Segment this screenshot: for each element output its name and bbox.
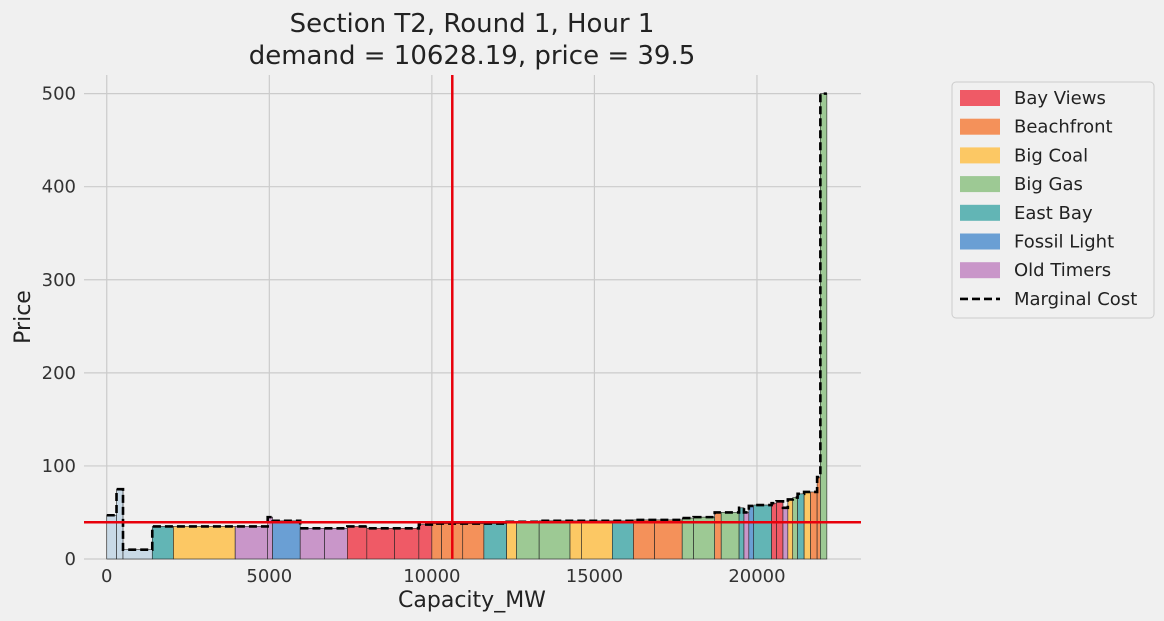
supply-bar [324,527,348,560]
legend-label: Big Coal [1014,145,1088,166]
legend-label: Fossil Light [1014,232,1114,253]
supply-bar [483,523,507,560]
supply-bar [366,527,395,560]
supply-bar [299,527,325,560]
supply-bar [654,519,683,560]
y-tick-label: 100 [42,456,76,477]
y-tick-label: 500 [42,84,76,105]
y-tick-label: 200 [42,363,76,384]
supply-bar [748,505,755,560]
supply-bar [714,512,722,560]
supply-bar [753,504,772,560]
supply-bar [173,526,236,560]
y-tick-label: 300 [42,270,76,291]
x-tick-label: 20000 [728,566,785,587]
supply-bar [418,524,433,560]
supply-bars [106,93,828,560]
legend-box [951,81,1155,319]
supply-bar [581,520,613,560]
supply-bar [569,520,582,560]
supply-bar [720,512,740,560]
legend-swatch [960,147,1000,164]
legend-label: Big Gas [1014,174,1083,195]
legend: Bay Views Beachfront Big Coal Big Gas East B… [951,81,1155,319]
supply-bar [347,526,368,560]
supply-bar [810,491,818,560]
legend-label: East Bay [1014,203,1093,224]
legend-swatch [960,90,1000,106]
supply-bar [394,527,420,560]
legend-label: Bay Views [1014,88,1106,109]
x-tick-label: 15000 [566,566,623,587]
supply-bar [516,521,540,560]
chart-title-line2: demand = 10628.19, price = 39.5 [249,41,696,71]
supply-bar [431,523,442,560]
supply-bar [151,526,174,560]
supply-bar [681,517,694,560]
supply-bar [462,523,485,560]
x-tick-label: 0 [101,566,112,587]
x-tick-label: 10000 [403,566,460,587]
legend-swatch [960,204,1000,221]
legend-label: Beachfront [1014,117,1113,138]
supply-bar [506,521,517,560]
supply-bar [272,520,301,560]
marginal-cost-path [106,92,827,551]
supply-bar [771,502,777,560]
supply-bar [122,549,153,560]
legend-swatch [960,233,1000,250]
supply-bar [776,500,784,560]
y-tick-label: 400 [42,177,76,198]
supply-bar [792,497,798,560]
supply-bar [611,520,634,560]
supply-bar [797,493,805,560]
supply-bar [782,507,789,560]
supply-bar [738,507,745,560]
legend-swatch [960,262,1000,279]
supply-bar [803,491,811,560]
supply-bar [743,512,750,560]
y-axis-label: Price [11,290,36,344]
legend-label: Old Timers [1014,260,1111,281]
y-tick-label: 0 [65,549,76,570]
legend-swatch [960,176,1000,193]
x-tick-label: 5000 [246,566,292,587]
reference-lines [84,75,861,559]
axis-ticks: 0 5000 10000 15000 20000 0 100 200 300 400 500 [42,84,786,587]
chart-title-line1: Section T2, Round 1, Hour 1 [290,9,655,39]
supply-bar [538,520,571,560]
marginal-cost-line [106,92,827,551]
supply-bar [234,526,268,560]
legend-label: Marginal Cost [1014,289,1137,310]
supply-bar [633,519,655,560]
grid-lines [84,75,861,560]
x-axis-label: Capacity_MW [398,588,546,613]
legend-swatch [960,118,1000,135]
